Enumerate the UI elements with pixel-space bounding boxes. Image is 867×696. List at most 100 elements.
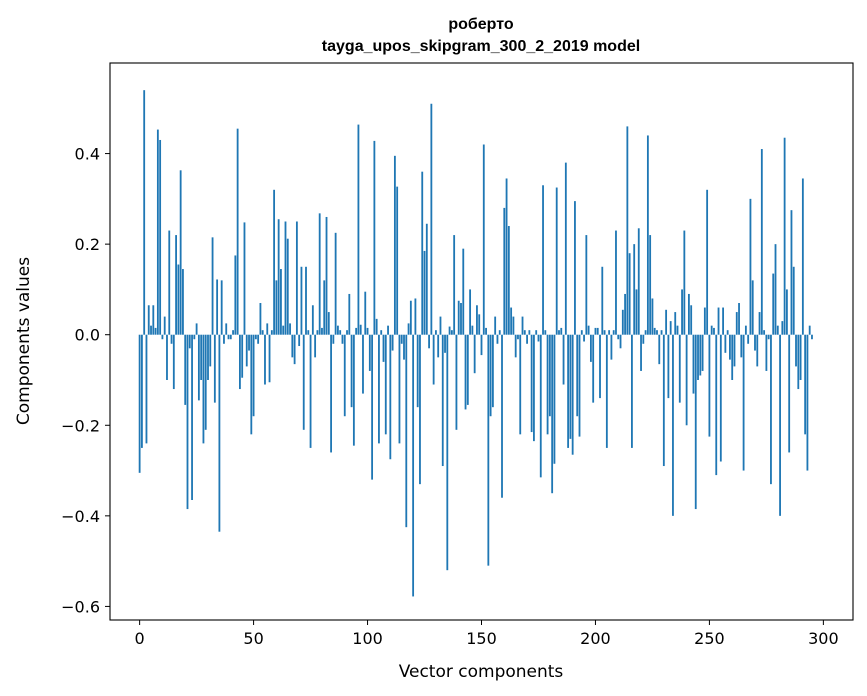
bar xyxy=(596,327,599,335)
bar xyxy=(439,316,442,335)
bar xyxy=(482,144,485,335)
bar xyxy=(213,334,216,403)
bar xyxy=(583,334,585,342)
bar xyxy=(166,334,168,380)
bar xyxy=(514,334,517,358)
bar xyxy=(537,334,540,342)
bar xyxy=(601,266,604,335)
bar xyxy=(446,334,449,571)
bar xyxy=(259,303,262,335)
bar xyxy=(378,334,380,444)
bar xyxy=(455,334,458,430)
bar xyxy=(788,334,791,453)
x-tick-label: 150 xyxy=(466,629,497,648)
bar xyxy=(343,334,346,417)
bar xyxy=(637,228,640,335)
y-tick-label: −0.2 xyxy=(61,416,100,435)
bar xyxy=(776,325,779,335)
bar xyxy=(811,334,813,340)
bar xyxy=(653,327,656,335)
bar xyxy=(453,235,456,335)
bar xyxy=(781,321,784,335)
bar xyxy=(229,334,232,340)
bar xyxy=(612,330,615,335)
bar xyxy=(309,334,312,448)
bar xyxy=(530,334,533,433)
bar xyxy=(220,280,223,335)
x-axis-label: Vector components xyxy=(399,662,564,682)
bar xyxy=(770,334,772,485)
bar xyxy=(656,330,658,335)
bar xyxy=(466,334,469,405)
bar xyxy=(494,316,497,335)
bar xyxy=(658,334,661,365)
bar xyxy=(325,216,328,335)
bar xyxy=(464,334,467,410)
bar xyxy=(280,269,282,335)
bar xyxy=(740,334,743,358)
bar xyxy=(305,266,307,335)
bar xyxy=(432,334,435,385)
bar xyxy=(564,162,567,335)
bar xyxy=(491,334,494,408)
bar xyxy=(239,334,241,390)
bar xyxy=(284,221,287,335)
bar xyxy=(421,171,424,335)
bars xyxy=(138,90,813,597)
x-tick-label: 100 xyxy=(352,629,383,648)
bar xyxy=(419,334,421,485)
y-tick-label: −0.4 xyxy=(61,507,100,526)
bar xyxy=(382,334,385,362)
bar xyxy=(535,330,538,335)
bar xyxy=(209,334,212,367)
bar xyxy=(710,325,713,335)
bar xyxy=(635,289,638,335)
bar xyxy=(384,334,387,435)
bar xyxy=(503,207,506,335)
bar xyxy=(147,305,150,335)
bar xyxy=(202,334,205,444)
bar xyxy=(357,124,360,335)
y-tick-label: 0.2 xyxy=(75,235,100,254)
bar xyxy=(512,316,515,335)
bar xyxy=(186,334,189,510)
bar xyxy=(795,334,797,367)
bar xyxy=(218,334,221,532)
bar xyxy=(767,334,770,340)
bar xyxy=(580,330,583,335)
bar xyxy=(701,334,704,371)
bar xyxy=(617,334,620,340)
bar xyxy=(587,325,590,335)
bar xyxy=(234,255,237,335)
bar xyxy=(441,334,444,467)
bar xyxy=(546,334,549,435)
bar xyxy=(291,334,294,358)
bar xyxy=(154,327,157,335)
bar xyxy=(599,334,601,399)
bar xyxy=(621,309,624,335)
bar xyxy=(469,289,472,335)
bar xyxy=(642,334,645,344)
bar xyxy=(772,273,775,335)
bar xyxy=(560,327,563,335)
bar xyxy=(457,300,460,335)
bar xyxy=(744,325,747,335)
bar xyxy=(193,334,196,340)
chart-title-line-1: роберто xyxy=(448,16,514,33)
bar xyxy=(245,334,248,367)
bar xyxy=(243,222,246,335)
bar xyxy=(435,330,437,335)
bar xyxy=(674,312,677,335)
bar xyxy=(327,312,330,335)
bar xyxy=(286,238,289,335)
bar xyxy=(569,334,572,439)
bar xyxy=(801,178,804,335)
plot-frame xyxy=(109,62,854,621)
bar xyxy=(808,325,811,335)
bar xyxy=(311,305,314,335)
bar xyxy=(742,334,745,471)
bar xyxy=(450,330,453,335)
bar xyxy=(423,250,426,335)
bar xyxy=(152,305,155,335)
bar xyxy=(398,334,401,444)
